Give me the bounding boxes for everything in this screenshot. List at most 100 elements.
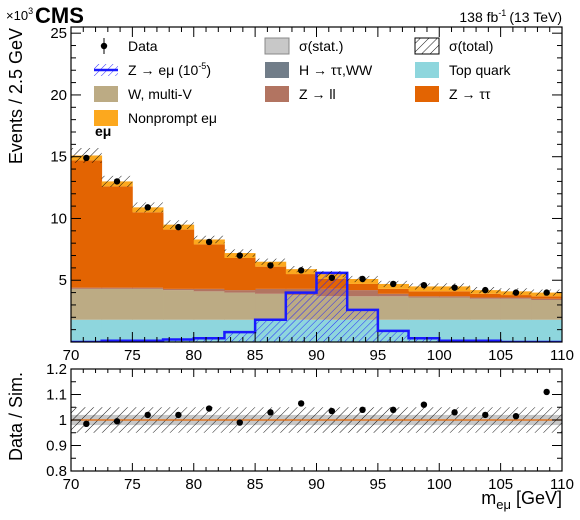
- bar-3-15: [531, 296, 562, 299]
- bar-2-2: [132, 287, 164, 289]
- bar-0-13: [469, 319, 502, 342]
- ratio-point-6: [267, 409, 274, 416]
- bar-1-2: [132, 288, 164, 320]
- data-point-3: [175, 223, 182, 231]
- signal-outline: [71, 271, 562, 342]
- main-y-tick-label-3: 20: [50, 87, 67, 104]
- bar-2-6: [255, 288, 287, 294]
- data-point-2: [144, 204, 151, 211]
- lumi-label: 138 fb-1 (13 TeV): [459, 8, 562, 25]
- legend-swatch-nonprompt: [94, 110, 118, 126]
- main-x-tick-label-0: 70: [63, 347, 80, 364]
- legend-marker-dot: [100, 42, 108, 50]
- bar-1-6: [255, 293, 287, 320]
- bar-0-1: [101, 319, 133, 342]
- ratio-point-3: [175, 411, 182, 419]
- ratio-point-8: [328, 407, 336, 415]
- ratio-y-tick-label-2: 1: [59, 412, 67, 429]
- ratio-point-10: [390, 406, 397, 413]
- legend-label-nonprompt: Nonprompt eμ: [128, 110, 217, 126]
- bar-2-14: [500, 297, 532, 299]
- bar-3-3: [163, 229, 195, 289]
- bar-2-4: [193, 288, 225, 292]
- legend-label-ztt: Z → ττ: [449, 86, 491, 102]
- bar-1-11: [408, 297, 440, 320]
- bar-0-15: [531, 319, 562, 342]
- bar-3-7: [285, 274, 317, 289]
- ratio-point-1: [113, 418, 121, 425]
- data-point-8: [328, 274, 336, 281]
- legend-label-zll: Z → ll: [299, 86, 336, 102]
- ratio-point-0: [83, 420, 90, 428]
- bar-3-0: [71, 160, 103, 288]
- main-y-tick-label-0: 5: [59, 272, 67, 289]
- bar-0-3: [163, 319, 195, 342]
- main-x-tick-label-2: 80: [185, 347, 202, 364]
- ratio-point-11: [420, 401, 428, 408]
- legend-label-htt: H → ττ,WW: [299, 62, 373, 78]
- bar-0-14: [500, 319, 532, 342]
- bar-0-0: [71, 319, 103, 342]
- data-point-1: [113, 178, 121, 185]
- ratio-point-15: [543, 388, 550, 396]
- legend-swatch-top: [415, 62, 439, 78]
- bar-3-2: [132, 212, 164, 288]
- bar-1-0: [71, 288, 103, 320]
- bar-1-13: [469, 298, 502, 320]
- bar-3-11: [408, 291, 440, 297]
- ratio-point-14: [512, 412, 520, 420]
- legend-label-signal: Z → eμ (10-5): [128, 61, 211, 78]
- main-x-tick-label-7: 105: [488, 347, 513, 364]
- bar-1-4: [193, 291, 225, 320]
- bar-2-3: [163, 288, 195, 291]
- bar-0-12: [439, 319, 471, 342]
- cms-label: CMS: [35, 3, 84, 28]
- ratio-y-axis-title: Data / Sim.: [6, 372, 26, 461]
- signal-fill-11: [408, 338, 440, 342]
- legend-label-total: σ(total): [449, 38, 493, 54]
- x-axis-title: meμ [GeV]: [481, 488, 562, 512]
- main-panel: 70 75 80 85 90 95 100 105 110 5 10 15 20 25 Events / …: [6, 25, 574, 364]
- bar-0-2: [132, 319, 164, 342]
- legend-item-htt: H → ττ,WW: [265, 62, 373, 78]
- data-point-4: [205, 238, 213, 246]
- legend-swatch-zll: [265, 86, 289, 102]
- legend-swatch-total: [414, 37, 440, 55]
- ratio-x-tick-label-0: 70: [63, 476, 80, 493]
- bar-2-12: [439, 296, 471, 298]
- bar-3-6: [255, 266, 287, 289]
- legend-label-w: W, multi-V: [128, 86, 192, 102]
- legend-item-stat: σ(stat.): [264, 37, 343, 55]
- legend-item-nonprompt: Nonprompt eμ: [94, 110, 217, 126]
- data-point-7: [297, 267, 305, 274]
- bar-1-3: [163, 290, 195, 320]
- bar-2-5: [224, 290, 256, 293]
- legend-label-data: Data: [128, 38, 158, 54]
- legend-swatch-htt: [265, 62, 289, 78]
- ratio-y-tick-label-1: 0.9: [46, 438, 67, 455]
- total-unc-8: [316, 270, 348, 278]
- signal-fill-4: [193, 338, 225, 342]
- bar-2-9: [347, 290, 379, 297]
- signal-fill-7: [285, 292, 317, 342]
- ratio-point-12: [451, 409, 458, 416]
- data-point-5: [236, 252, 243, 259]
- ratio-point-4: [205, 405, 213, 412]
- main-x-tick-label-4: 90: [308, 347, 325, 364]
- bar-3-13: [469, 293, 502, 298]
- ratio-x-tick-label-8: 110: [550, 476, 574, 493]
- bar-2-10: [377, 293, 409, 297]
- channel-label: eμ: [95, 123, 111, 139]
- bar-3-4: [193, 244, 225, 289]
- data-point-11: [420, 281, 428, 289]
- ratio-point-9: [359, 406, 366, 413]
- exponent-label: ×103: [6, 6, 33, 23]
- signal-fill-10: [377, 330, 409, 342]
- ratio-panel: 70 75 80 85 90 95 100 105 110 0.8 0.9 1 1.1 1.2 Data …: [6, 361, 574, 512]
- legend-label-top: Top quark: [449, 62, 511, 78]
- bar-1-1: [101, 288, 133, 320]
- ratio-x-tick-label-6: 100: [427, 476, 452, 493]
- data-point-13: [482, 286, 489, 294]
- bar-2-1: [101, 287, 133, 289]
